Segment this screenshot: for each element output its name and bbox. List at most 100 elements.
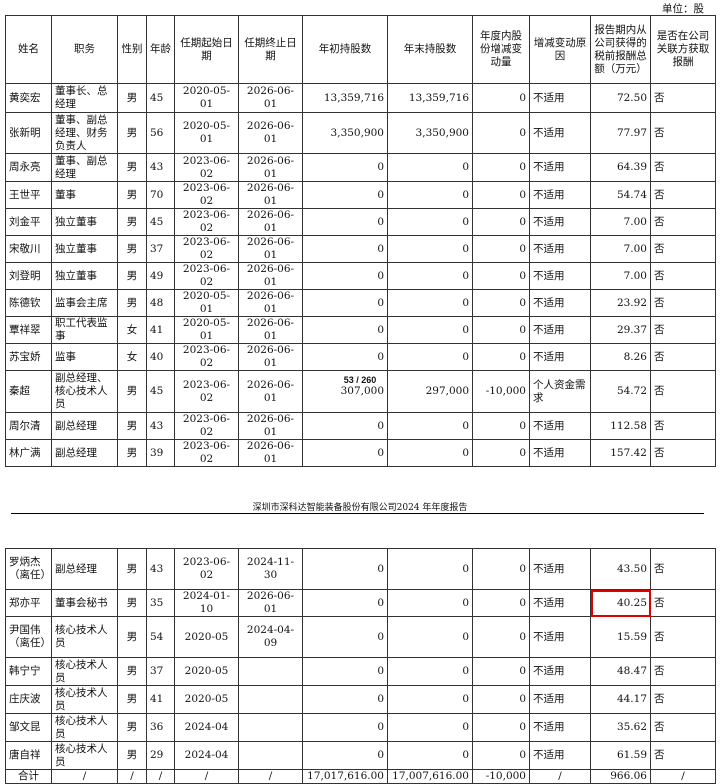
cell-7: 0 <box>387 616 473 658</box>
cell-9: 不适用 <box>529 412 591 440</box>
cell-10: 43.50 <box>590 548 651 590</box>
table-row: 张新明 董事、副总经理、财务负责人男 56 2020-05-01 2026-06-01 3… <box>5 112 716 154</box>
cell-2: 男 <box>117 548 147 590</box>
cell-10: 157.42 <box>590 439 651 467</box>
table-row: 宋敬川 独立董事男 37 2023-06-02 2026-06-01 0 0 0 不适用 7.00… <box>5 235 716 263</box>
cell-9: 不适用 <box>529 289 591 317</box>
cell-5: 2026-06-01 <box>238 412 303 440</box>
table-row: 陈德钦 监事会主席男 48 2020-05-01 2026-06-01 0 0 0 不适用 23.… <box>5 289 716 317</box>
cell-6: 0 <box>302 589 388 617</box>
cell-0: 庄庆波 <box>5 685 52 714</box>
cell-0: 唐自祥 <box>5 741 52 770</box>
cell-1: 副总经理 <box>51 548 118 590</box>
cell-8: 0 <box>472 412 530 440</box>
cell-4: 2020-05 <box>174 657 239 686</box>
cell-6: 0 <box>302 657 388 686</box>
cell-4: 2020-05-01 <box>174 289 239 317</box>
total-cell-5: / <box>238 769 303 784</box>
cell-4: 2023-06-02 <box>174 343 239 371</box>
cell-11: 否 <box>650 208 716 236</box>
cell-10: 35.62 <box>590 713 651 742</box>
cell-6: 0 <box>302 616 388 658</box>
cell-1: 董事、副总经理、财务负责人 <box>51 112 118 154</box>
cell-7: 0 <box>387 289 473 317</box>
cell-7: 0 <box>387 181 473 209</box>
cell-9: 不适用 <box>529 657 591 686</box>
cell-1: 副总经理 <box>51 412 118 440</box>
cell-2: 男 <box>117 657 147 686</box>
cell-8: 0 <box>472 713 530 742</box>
cell-9: 不适用 <box>529 343 591 371</box>
cell-7: 0 <box>387 316 473 344</box>
cell-5: 2024-11-30 <box>238 548 303 590</box>
cell-11: 否 <box>650 235 716 263</box>
cell-8: 0 <box>472 316 530 344</box>
cell-2: 男 <box>117 83 147 113</box>
cell-6: 0 <box>302 412 388 440</box>
cell-0: 陈德钦 <box>5 289 52 317</box>
cell-3: 37 <box>146 235 175 263</box>
cell-4: 2023-06-02 <box>174 181 239 209</box>
cell-7: 0 <box>387 235 473 263</box>
cell-10: 23.92 <box>590 289 651 317</box>
cell-10: 44.17 <box>590 685 651 714</box>
cell-3: 29 <box>146 741 175 770</box>
table-row: 唐自祥 核心技术人员男 29 2024-04 0 0 0 不适用 61.59 否 <box>5 741 716 770</box>
cell-9: 不适用 <box>529 685 591 714</box>
cell-11: 否 <box>650 741 716 770</box>
cell-9: 不适用 <box>529 548 591 590</box>
total-cell-2: / <box>117 769 147 784</box>
cell-8: 0 <box>472 181 530 209</box>
cell-9: 不适用 <box>529 262 591 290</box>
total-cell-7: 17,007,616.00 <box>387 769 473 784</box>
cell-8: 0 <box>472 741 530 770</box>
cell-0: 黄奕宏 <box>5 83 52 113</box>
cell-3: 70 <box>146 181 175 209</box>
cell-4: 2023-06-02 <box>174 439 239 467</box>
cell-10: 7.00 <box>590 235 651 263</box>
table-row: 林广满 副总经理男 39 2023-06-02 2026-06-01 0 0 0 不适用 157.… <box>5 439 716 467</box>
cell-10: 64.39 <box>590 153 651 182</box>
column-header: 任期起始日期 <box>174 15 239 84</box>
cell-7: 0 <box>387 343 473 371</box>
column-header: 是否在公司关联方获取报酬 <box>650 15 716 84</box>
table-row: 刘金平 独立董事男 45 2023-06-02 2026-06-01 0 0 0 不适用 7.00… <box>5 208 716 236</box>
cell-0: 韩宁宁 <box>5 657 52 686</box>
cell-4: 2024-04 <box>174 713 239 742</box>
cell-9: 不适用 <box>529 741 591 770</box>
table-row: 庄庆波 核心技术人员男 41 2020-05 0 0 0 不适用 44.17 否 <box>5 685 716 714</box>
cell-3: 48 <box>146 289 175 317</box>
cell-9: 不适用 <box>529 83 591 113</box>
cell-0: 张新明 <box>5 112 52 154</box>
header-rule <box>11 513 704 514</box>
table-row: 王世平 董事男 70 2023-06-02 2026-06-01 0 0 0 不适用 54.74 否 <box>5 181 716 209</box>
cell-3: 40 <box>146 343 175 371</box>
cell-5 <box>238 657 303 686</box>
cell-0: 王世平 <box>5 181 52 209</box>
cell-8: 0 <box>472 112 530 154</box>
cell-11: 否 <box>650 316 716 344</box>
column-header: 任期终止日期 <box>238 15 303 84</box>
cell-5: 2026-06-01 <box>238 262 303 290</box>
cell-6: 0 <box>302 548 388 590</box>
cell-3: 49 <box>146 262 175 290</box>
cell-4: 2020-05-01 <box>174 112 239 154</box>
cell-4: 2023-06-02 <box>174 153 239 182</box>
cell-3: 43 <box>146 153 175 182</box>
cell-3: 43 <box>146 412 175 440</box>
cell-9: 不适用 <box>529 439 591 467</box>
cell-2: 男 <box>117 153 147 182</box>
cell-5: 2024-04-09 <box>238 616 303 658</box>
cell-1: 董事长、总经理 <box>51 83 118 113</box>
cell-5: 2026-06-01 <box>238 343 303 371</box>
total-cell-8: -10,000 <box>472 769 530 784</box>
cell-1: 核心技术人员 <box>51 657 118 686</box>
cell-0: 刘金平 <box>5 208 52 236</box>
cell-11: 否 <box>650 112 716 154</box>
cell-11: 否 <box>650 289 716 317</box>
executive-table-page1: 姓名 职务 性别 年龄 任期起始日期 任期终止日期 年初持股数 年末持股数 年度内股份增减变动量… <box>5 15 716 467</box>
cell-3: 45 <box>146 83 175 113</box>
cell-0: 罗炳杰（离任） <box>5 548 52 590</box>
cell-2: 男 <box>117 181 147 209</box>
cell-1: 监事 <box>51 343 118 371</box>
